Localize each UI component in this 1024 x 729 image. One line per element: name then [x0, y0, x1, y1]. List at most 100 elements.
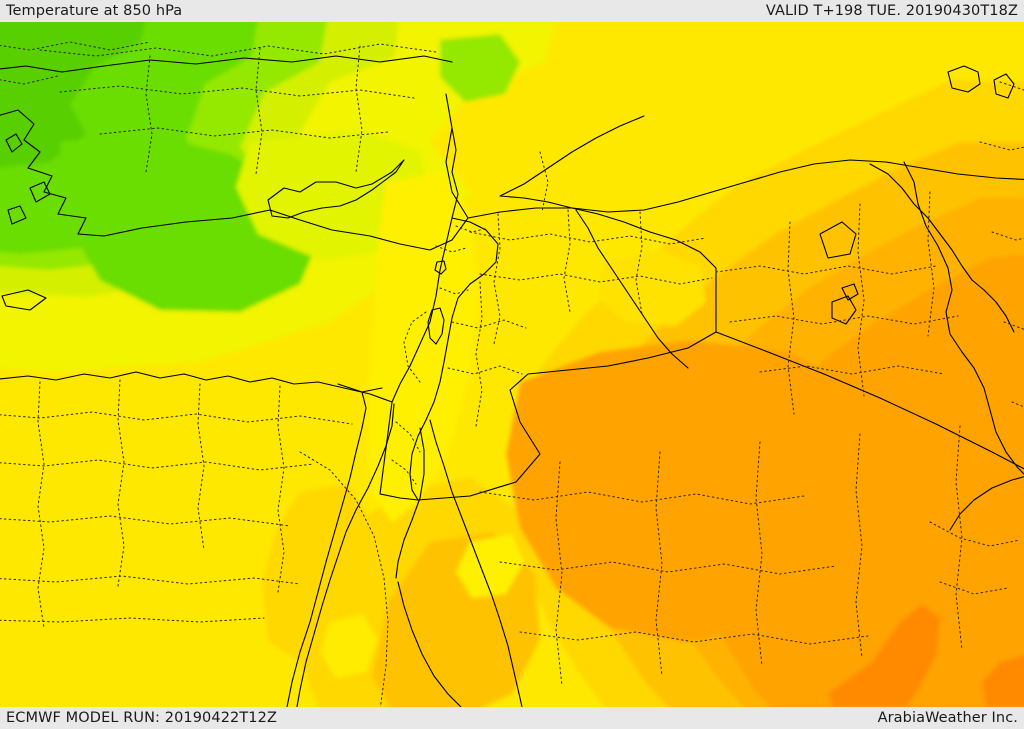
- band-yellow-island-n: [462, 270, 530, 344]
- admin-egypt-8: [277, 385, 285, 593]
- band-yellow-levant-corridor: [368, 172, 478, 522]
- lake-dead-sea: [427, 307, 445, 345]
- admin-egypt-7: [197, 383, 205, 551]
- border-syria-iraq: [499, 115, 645, 197]
- map-viewport[interactable]: [0, 22, 1024, 707]
- band-yellow-island-hejaz: [456, 534, 524, 598]
- admin-egypt-2: [0, 459, 315, 471]
- coast-persian-gulf: [949, 476, 1024, 531]
- coastline-and-border-layer: [0, 55, 1024, 707]
- lake-tharthar: [819, 221, 857, 259]
- border-iraq-iran: [903, 161, 1024, 475]
- admin-iran-3: [991, 231, 1024, 241]
- admin-saudi-6: [755, 441, 763, 667]
- admin-saudi-5: [655, 451, 663, 677]
- river-nile-delta-e: [361, 387, 383, 393]
- admin-turkey-6: [355, 45, 363, 173]
- admin-saudi-1: [479, 491, 805, 505]
- island-cyprus: [267, 159, 405, 219]
- admin-iran-5: [1011, 401, 1024, 408]
- band-orange-core-arabia: [506, 340, 892, 642]
- border-saudi-iraq: [715, 331, 1024, 470]
- island-crete: [1, 289, 47, 311]
- admin-egypt-1: [0, 411, 353, 425]
- admin-syria-2: [479, 273, 713, 285]
- coast-aegean: [0, 109, 105, 237]
- admin-levant-1: [455, 225, 489, 233]
- band-green-patch-east: [440, 34, 520, 102]
- admin-saudi-3: [519, 631, 869, 645]
- border-syria-turkey: [467, 159, 1024, 219]
- map-title: Temperature at 850 hPa: [6, 3, 183, 19]
- band-orange-deep-hotspot: [828, 604, 940, 707]
- admin-saudi-7: [855, 433, 863, 659]
- admin-gulf-1: [929, 521, 1021, 547]
- admin-egypt-5: [37, 381, 45, 629]
- admin-iran-1: [999, 81, 1024, 91]
- admin-saudi-4: [555, 461, 563, 687]
- admin-turkey-2: [59, 85, 415, 99]
- admin-levant-3: [403, 311, 427, 383]
- border-turkey-iraq-iran: [869, 163, 1015, 333]
- border-jordan-saudi: [417, 331, 717, 501]
- admin-syria-6: [539, 151, 549, 213]
- band-yellow-warm-redsea: [262, 484, 372, 662]
- bottom-info-bar: ECMWF MODEL RUN: 20190422T12Z ArabiaWeat…: [0, 707, 1024, 729]
- admin-turkey-5: [255, 47, 263, 175]
- temperature-field: [0, 22, 1024, 707]
- coast-black-sea: [0, 55, 453, 73]
- coast-levant: [391, 127, 459, 403]
- admin-jordan-2: [447, 365, 523, 375]
- border-israel-egypt: [379, 401, 419, 501]
- coast-south-turkey: [103, 93, 469, 251]
- lake-razzaza: [831, 295, 857, 325]
- coast-gulf-of-aqaba: [395, 427, 425, 579]
- admin-syria-1: [469, 231, 707, 245]
- island-aegean-1: [5, 133, 23, 153]
- band-yellow-island-ne-arabia: [598, 250, 706, 326]
- admin-iran-4: [1003, 321, 1024, 330]
- admin-boundary-layer: [0, 41, 1024, 707]
- admin-saudi-8: [955, 425, 963, 651]
- admin-levant-2: [439, 287, 469, 295]
- admin-iraq-1: [715, 265, 937, 275]
- island-aegean-2: [29, 181, 51, 203]
- admin-jordan-3: [475, 281, 483, 427]
- river-nile-delta-w: [337, 383, 363, 393]
- admin-egypt-border-sudan: [0, 617, 265, 623]
- admin-egypt-3: [0, 515, 291, 527]
- admin-nw-2: [0, 75, 59, 85]
- admin-syria-3: [493, 213, 501, 345]
- admin-sinai-2: [391, 459, 417, 485]
- admin-turkey-3: [99, 127, 389, 139]
- band-green-dark: [0, 22, 146, 168]
- temperature-contour-map[interactable]: [0, 22, 1024, 707]
- island-aegean-3: [7, 205, 27, 225]
- admin-iraq-6: [927, 191, 935, 337]
- model-run-label: ECMWF MODEL RUN: 20190422T12Z: [6, 710, 277, 726]
- admin-nw-1: [0, 41, 151, 51]
- river-nile: [286, 391, 367, 707]
- lake-urmia: [993, 73, 1015, 99]
- river-euphrates: [575, 209, 689, 369]
- coast-red-sea-west: [397, 581, 462, 707]
- admin-levant-4: [435, 245, 467, 253]
- admin-turkey-1: [39, 43, 437, 57]
- band-orange-deep-hotspot-2: [982, 655, 1024, 707]
- coast-egypt-med: [0, 371, 393, 403]
- lake-van: [947, 65, 981, 93]
- admin-iraq-5: [857, 203, 865, 397]
- admin-iraq-4: [787, 221, 795, 415]
- lake-habbaniyah: [841, 283, 859, 301]
- valid-time-label: VALID T+198 TUE. 20190430T18Z: [765, 3, 1018, 19]
- top-info-bar: Temperature at 850 hPa VALID T+198 TUE. …: [0, 0, 1024, 22]
- admin-saudi-2: [499, 561, 837, 575]
- coast-gulf-of-suez: [296, 403, 395, 707]
- coast-red-sea-east: [429, 419, 523, 707]
- lake-galilee: [434, 260, 447, 275]
- admin-iran-2: [979, 141, 1024, 151]
- provider-label: ArabiaWeather Inc.: [877, 710, 1018, 726]
- admin-jordan-1: [451, 319, 527, 329]
- border-jordan-iraq: [499, 195, 717, 333]
- admin-egypt-6: [117, 379, 125, 587]
